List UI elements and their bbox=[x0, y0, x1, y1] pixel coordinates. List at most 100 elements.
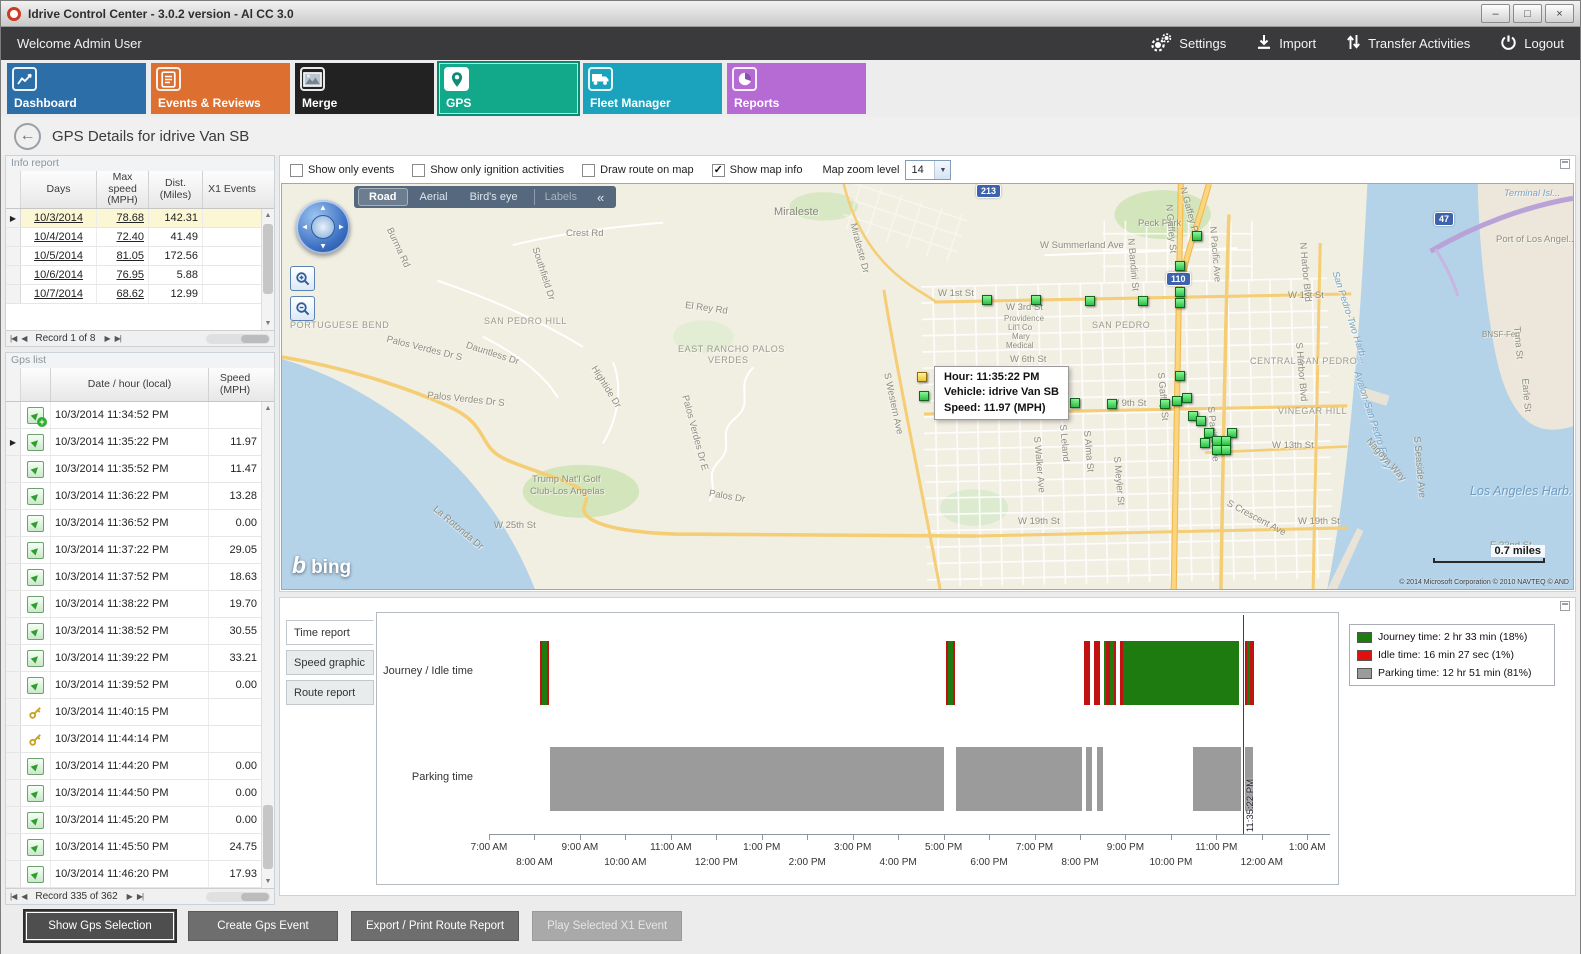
transfer-activities-button[interactable]: Transfer Activities bbox=[1346, 34, 1470, 53]
checkbox-show-map-info[interactable]: ✓ Show map info bbox=[711, 163, 802, 177]
column-header-max-speed[interactable]: Max speed (MPH) bbox=[97, 171, 149, 208]
table-row[interactable]: 10/3/2014 11:38:22 PM 19.70 bbox=[6, 591, 274, 618]
date-hour-cell[interactable]: 10/3/2014 11:36:22 PM bbox=[51, 483, 209, 509]
gps-marker[interactable] bbox=[1204, 428, 1214, 438]
table-row[interactable]: 10/3/2014 11:35:52 PM 11.47 bbox=[6, 456, 274, 483]
tab-merge[interactable]: Merge bbox=[295, 63, 434, 114]
maximize-button[interactable]: □ bbox=[1513, 4, 1542, 23]
gps-marker[interactable] bbox=[1070, 398, 1080, 408]
table-row[interactable]: 10/3/2014 11:44:14 PM bbox=[6, 726, 274, 753]
date-hour-cell[interactable]: 10/3/2014 11:39:22 PM bbox=[51, 645, 209, 671]
table-row[interactable]: 10/3/2014 11:46:20 PM 17.93 bbox=[6, 861, 274, 888]
date-hour-cell[interactable]: 10/3/2014 11:38:22 PM bbox=[51, 591, 209, 617]
tab-gps[interactable]: GPS bbox=[439, 63, 578, 114]
column-header-x1-events[interactable]: X1 Events bbox=[208, 182, 256, 195]
date-hour-cell[interactable]: 10/3/2014 11:37:22 PM bbox=[51, 537, 209, 563]
horizontal-scrollbar[interactable] bbox=[206, 333, 270, 344]
checkbox-draw-route-on-map[interactable]: Draw route on map bbox=[582, 163, 694, 177]
gps-marker[interactable] bbox=[1172, 396, 1182, 406]
tab-events-reviews[interactable]: Events & Reviews bbox=[151, 63, 290, 114]
gps-marker[interactable] bbox=[1175, 287, 1185, 297]
days-cell[interactable]: 10/6/2014 bbox=[21, 266, 97, 284]
import-button[interactable]: Import bbox=[1256, 34, 1316, 53]
scrollbar-thumb[interactable] bbox=[241, 892, 269, 901]
scrollbar-thumb[interactable] bbox=[241, 334, 269, 343]
gps-marker[interactable] bbox=[1182, 393, 1192, 403]
table-row[interactable]: 10/3/2014 11:39:52 PM 0.00 bbox=[6, 672, 274, 699]
max-speed-link[interactable]: 76.95 bbox=[116, 269, 144, 281]
back-button[interactable]: ← bbox=[14, 122, 41, 150]
column-header-speed[interactable]: Speed (MPH) bbox=[219, 371, 251, 396]
gps-marker[interactable] bbox=[1200, 438, 1210, 448]
date-hour-cell[interactable]: 10/3/2014 11:44:50 PM bbox=[51, 780, 209, 806]
date-link[interactable]: 10/6/2014 bbox=[34, 269, 83, 281]
table-row[interactable]: ▶ 10/3/2014 78.68 142.31 bbox=[6, 209, 274, 228]
gps-marker[interactable] bbox=[982, 295, 992, 305]
info-vertical-scrollbar[interactable] bbox=[261, 209, 274, 330]
date-hour-cell[interactable]: 10/3/2014 11:46:20 PM bbox=[51, 861, 209, 887]
max-speed-cell[interactable]: 81.05 bbox=[97, 247, 149, 265]
checkbox-show-only-ignition-activities[interactable]: Show only ignition activities bbox=[412, 163, 564, 177]
table-row[interactable]: 10/3/2014 11:34:52 PM bbox=[6, 402, 274, 429]
next-record-button[interactable]: ▶ bbox=[104, 334, 110, 343]
checkbox-show-only-events[interactable]: Show only events bbox=[290, 163, 394, 177]
scrollbar-thumb[interactable] bbox=[263, 805, 273, 869]
date-hour-cell[interactable]: 10/3/2014 11:40:15 PM bbox=[51, 699, 209, 725]
table-row[interactable]: 10/3/2014 11:38:52 PM 30.55 bbox=[6, 618, 274, 645]
date-hour-cell[interactable]: 10/3/2014 11:34:52 PM bbox=[51, 402, 209, 428]
table-row[interactable]: 10/5/2014 81.05 172.56 bbox=[6, 247, 274, 266]
gps-marker[interactable] bbox=[1085, 296, 1095, 306]
scrollbar-thumb[interactable] bbox=[263, 224, 273, 294]
date-link[interactable]: 10/4/2014 bbox=[34, 231, 83, 243]
map-panel-toggle-button[interactable] bbox=[1560, 159, 1570, 169]
chevron-down-icon[interactable]: ▼ bbox=[934, 161, 951, 179]
first-record-button[interactable]: |◀ bbox=[10, 892, 17, 901]
table-row[interactable]: 10/3/2014 11:44:50 PM 0.00 bbox=[6, 780, 274, 807]
map-style-birds-eye[interactable]: Bird's eye bbox=[469, 191, 518, 203]
table-row[interactable]: 10/6/2014 76.95 5.88 bbox=[6, 266, 274, 285]
export-print-route-report-button[interactable]: Export / Print Route Report bbox=[351, 910, 520, 941]
last-record-button[interactable]: ▶| bbox=[136, 892, 144, 901]
map-style-aerial[interactable]: Aerial bbox=[419, 191, 448, 203]
tab-speed-graphic[interactable]: Speed graphic bbox=[286, 650, 374, 675]
prev-record-button[interactable]: ◀ bbox=[21, 892, 27, 901]
max-speed-link[interactable]: 78.68 bbox=[116, 212, 144, 224]
gps-marker[interactable] bbox=[1196, 416, 1206, 426]
map-style-labels[interactable]: Labels bbox=[533, 189, 587, 205]
date-hour-cell[interactable]: 10/3/2014 11:35:52 PM bbox=[51, 456, 209, 482]
checkbox-box[interactable] bbox=[582, 163, 596, 177]
next-record-button[interactable]: ▶ bbox=[126, 892, 133, 901]
minimize-button[interactable]: – bbox=[1481, 4, 1510, 23]
gps-marker[interactable] bbox=[1175, 298, 1185, 308]
first-record-button[interactable]: |◀ bbox=[10, 334, 17, 343]
scroll-down-button[interactable] bbox=[262, 317, 274, 330]
table-row[interactable]: 10/3/2014 11:44:20 PM 0.00 bbox=[6, 753, 274, 780]
table-row[interactable]: 10/3/2014 11:45:20 PM 0.00 bbox=[6, 807, 274, 834]
date-hour-cell[interactable]: 10/3/2014 11:38:52 PM bbox=[51, 618, 209, 644]
date-link[interactable]: 10/3/2014 bbox=[34, 212, 83, 224]
pan-up-icon[interactable]: ▲ bbox=[319, 203, 327, 212]
map-style-road[interactable]: Road bbox=[358, 188, 408, 206]
max-speed-cell[interactable]: 76.95 bbox=[97, 266, 149, 284]
map-zoom-out-button[interactable] bbox=[290, 296, 315, 321]
days-cell[interactable]: 10/4/2014 bbox=[21, 228, 97, 246]
checkbox-box[interactable] bbox=[290, 163, 303, 177]
days-cell[interactable]: 10/5/2014 bbox=[21, 247, 97, 265]
max-speed-cell[interactable]: 72.40 bbox=[97, 228, 149, 246]
last-record-button[interactable]: ▶| bbox=[114, 334, 122, 343]
map-canvas[interactable]: Miraleste Peck Park W Summerland Ave Crest … bbox=[281, 183, 1574, 590]
tab-route-report[interactable]: Route report bbox=[286, 680, 374, 705]
tab-reports[interactable]: Reports bbox=[727, 63, 866, 114]
gps-marker[interactable] bbox=[1138, 296, 1148, 306]
close-button[interactable]: × bbox=[1545, 4, 1574, 23]
date-hour-cell[interactable]: 10/3/2014 11:45:20 PM bbox=[51, 807, 209, 833]
gps-marker[interactable] bbox=[1227, 428, 1237, 438]
compass-hub[interactable] bbox=[311, 215, 335, 239]
table-row[interactable]: 10/3/2014 11:45:50 PM 24.75 bbox=[6, 834, 274, 861]
gps-marker[interactable] bbox=[1175, 261, 1185, 271]
pan-down-icon[interactable]: ▲ bbox=[319, 242, 327, 251]
show-gps-selection-button[interactable]: Show Gps Selection bbox=[25, 910, 175, 941]
column-header-dist[interactable]: Dist. (Miles) bbox=[149, 171, 203, 208]
max-speed-cell[interactable]: 68.62 bbox=[97, 285, 149, 303]
gps-marker[interactable] bbox=[919, 391, 929, 401]
